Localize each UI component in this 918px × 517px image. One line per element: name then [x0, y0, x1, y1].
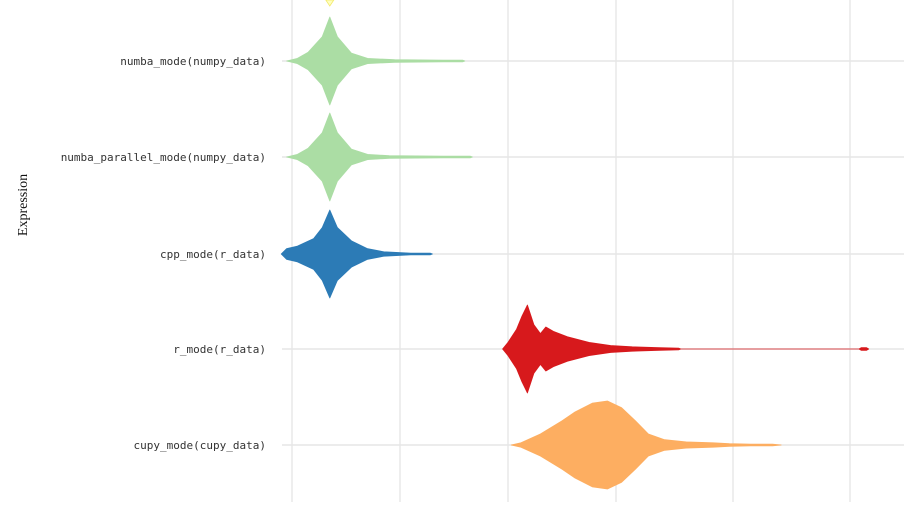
violin-layer — [280, 0, 870, 490]
violin-numba-mode-numpy-data — [286, 16, 466, 106]
y-tick-label: r_mode(r_data) — [173, 343, 266, 356]
y-axis-title: Expression — [16, 174, 31, 236]
violin-numba-parallel-mode-numpy-data — [286, 112, 473, 202]
y-tick-label: cpp_mode(r_data) — [160, 248, 266, 261]
violin-cpp-mode-r-data — [280, 209, 433, 299]
tick-label-layer: cupy_mode(cupy_data) r_mode(r_data) cpp_mo… — [61, 55, 266, 452]
y-tick-label: numba_mode(numpy_data) — [120, 55, 266, 68]
y-tick-label: numba_parallel_mode(numpy_data) — [61, 151, 266, 164]
violin-cupy-mode-cupy-data — [510, 400, 782, 490]
violin-partial-top — [325, 0, 335, 7]
violin-r-mode-r-data — [502, 304, 870, 394]
y-tick-label: cupy_mode(cupy_data) — [134, 439, 266, 452]
